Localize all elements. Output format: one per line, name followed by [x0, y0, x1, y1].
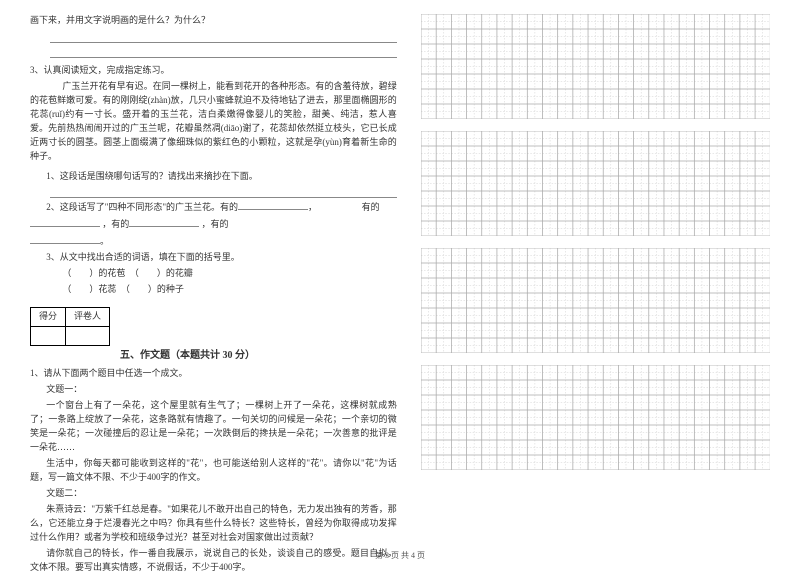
section-title: 五、作文题（本题共计 30 分） [30, 348, 397, 364]
essay-t1p1: 一个窗台上有了一朵花，这个屋里就有生气了；一棵树上开了一朵花，这棵树就成熟了；一… [30, 399, 397, 455]
top-line: 画下来，并用文字说明画的是什么？为什么？ [30, 14, 397, 28]
score-col2: 评卷人 [66, 308, 110, 327]
q3-head: 3、认真阅读短文，完成指定练习。 [30, 64, 397, 78]
writing-grid[interactable] [421, 248, 770, 353]
q3-s2c: ，有的 [102, 219, 129, 229]
essay-intro: 1、请从下面两个题目中任选一个成文。 [30, 367, 397, 381]
fill-blank[interactable] [30, 217, 100, 227]
q3-s2a: 2、这段话写了"四种不同形态"的广玉兰花。有的 [46, 202, 238, 212]
writing-grid[interactable] [421, 131, 770, 236]
fill-blank[interactable] [129, 217, 199, 227]
q3-sub3b: （ ）花蕊 （ ）的种子 [30, 283, 397, 297]
fill-blank[interactable] [238, 200, 308, 210]
q3-sub2b: ，有的 ，有的 [30, 217, 397, 232]
blank-line [50, 45, 397, 58]
q3-sub3a: （ ）的花苞 （ ）的花瓣 [30, 267, 397, 281]
writing-grid[interactable] [421, 365, 770, 470]
q3-s2d: ，有的 [202, 219, 229, 229]
q3-passage: 广玉兰开花有早有迟。在同一棵树上，能看到花开的各种形态。有的含羞待放，碧绿的花苞… [30, 80, 397, 164]
q3-sub3: 3、从文中找出合适的词语，填在下面的括号里。 [30, 251, 397, 265]
q3-sub2c: 。 [30, 234, 397, 249]
essay-t2: 文题二： [30, 487, 397, 501]
left-column: 画下来，并用文字说明画的是什么？为什么？ 3、认真阅读短文，完成指定练习。 广玉… [30, 12, 397, 527]
fill-blank[interactable] [30, 234, 100, 244]
score-blank[interactable] [66, 327, 110, 346]
writing-grid[interactable] [421, 14, 770, 119]
blank-line [50, 30, 397, 43]
q3-sub2: 2、这段话写了"四种不同形态"的广玉兰花。有的， 有的 [30, 200, 397, 215]
essay-t2p1: 朱熹诗云："万紫千红总是春。"如果花儿不敢开出自己的特色，无力发出独有的芳香，那… [30, 503, 397, 545]
score-col1: 得分 [31, 308, 66, 327]
essay-t1: 文题一： [30, 383, 397, 397]
score-table: 得分 评卷人 [30, 307, 110, 346]
q3-sub1: 1、这段话是围绕哪句话写的？请找出来摘抄在下面。 [30, 170, 397, 184]
essay-t1p2: 生活中，你每天都可能收到这样的"花"，也可能送给别人这样的"花"。请你以"花"为… [30, 457, 397, 485]
blank-line [50, 185, 397, 198]
right-column [421, 12, 770, 527]
page-footer: 第 3 页 共 4 页 [0, 550, 800, 561]
q3-s2b: 有的 [362, 202, 380, 212]
score-blank[interactable] [31, 327, 66, 346]
